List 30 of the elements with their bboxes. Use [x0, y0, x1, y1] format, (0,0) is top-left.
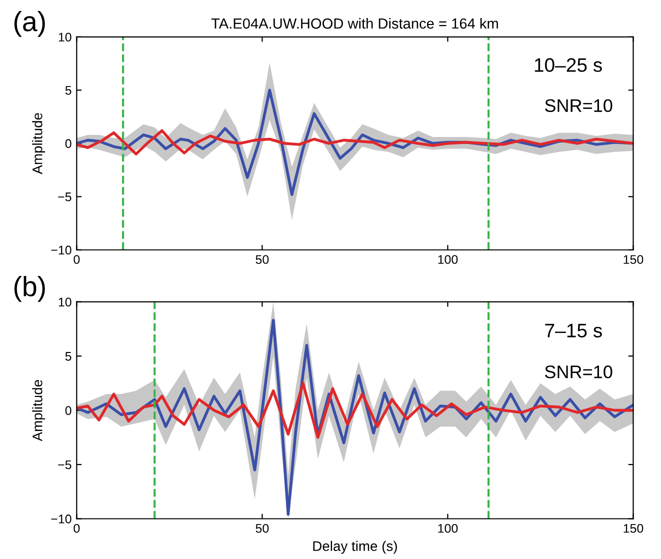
y-tick-label: 5 [65, 352, 72, 361]
y-tick-label: 10 [58, 32, 72, 42]
x-tick-label: 150 [624, 255, 644, 264]
x-tick-label: 50 [256, 524, 269, 533]
annotation: SNR=10 [545, 365, 612, 378]
chart-title: TA.E04A.UW.HOOD with Distance = 164 km [211, 18, 498, 29]
x-tick-label: 0 [74, 255, 80, 264]
y-tick-label: 5 [65, 86, 72, 95]
x-tick-label: 100 [438, 255, 458, 264]
y-axis-title: Amplitude [32, 380, 46, 442]
y-tick-label: −5 [58, 192, 72, 202]
y-axis-title: Amplitude [32, 113, 46, 174]
annotation: SNR=10 [545, 99, 612, 112]
x-tick-label: 100 [438, 524, 458, 533]
x-axis-title: Delay time (s) [313, 540, 397, 554]
annotation: 10–25 s [534, 58, 602, 72]
line-series [76, 382, 634, 439]
y-tick-label: 0 [65, 406, 72, 415]
y-tick-label: 0 [65, 139, 72, 148]
annotation: 7–15 s [545, 324, 602, 338]
y-tick-label: −5 [58, 460, 72, 470]
x-tick-label: 50 [256, 255, 269, 264]
x-tick-label: 0 [74, 524, 80, 533]
line-series [76, 129, 634, 156]
text: (a) [14, 11, 45, 37]
x-tick-label: 150 [624, 524, 644, 533]
y-tick-label: −10 [51, 514, 72, 524]
y-tick-label: 10 [58, 298, 72, 307]
text: (b) [14, 276, 45, 302]
y-tick-label: −10 [51, 246, 72, 255]
